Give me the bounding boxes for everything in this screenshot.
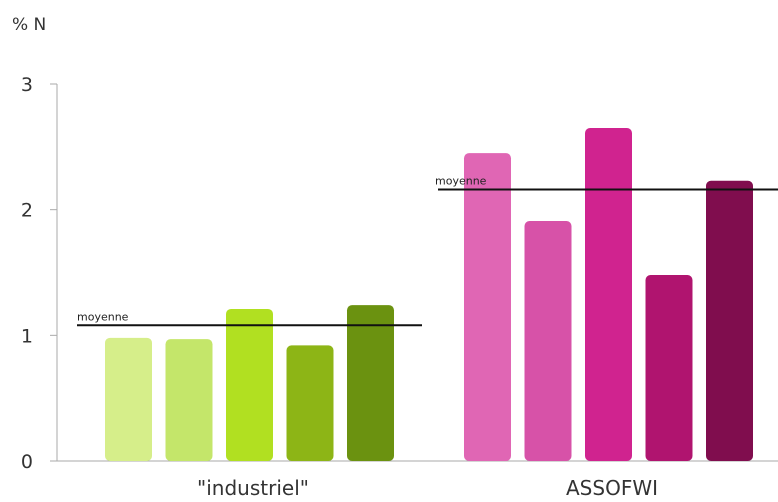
bar [105, 337, 152, 461]
bar [585, 127, 632, 461]
bar [226, 308, 273, 461]
bar [286, 345, 334, 461]
bar [347, 305, 394, 461]
y-axis-unit-label: % N [12, 15, 46, 35]
y-tick-label: 1 [21, 325, 33, 347]
category-label: ASSOFWI [566, 476, 658, 500]
mean-label: moyenne [435, 175, 487, 188]
category-label: "industriel" [197, 476, 309, 500]
y-tick-label: 0 [21, 451, 33, 473]
bar [464, 153, 511, 461]
mean-label: moyenne [77, 310, 129, 323]
bar [165, 339, 213, 461]
y-tick-label: 2 [21, 200, 33, 222]
bar [645, 275, 693, 461]
y-tick-label: 3 [21, 74, 33, 96]
bar [524, 220, 572, 461]
bar [706, 180, 753, 461]
